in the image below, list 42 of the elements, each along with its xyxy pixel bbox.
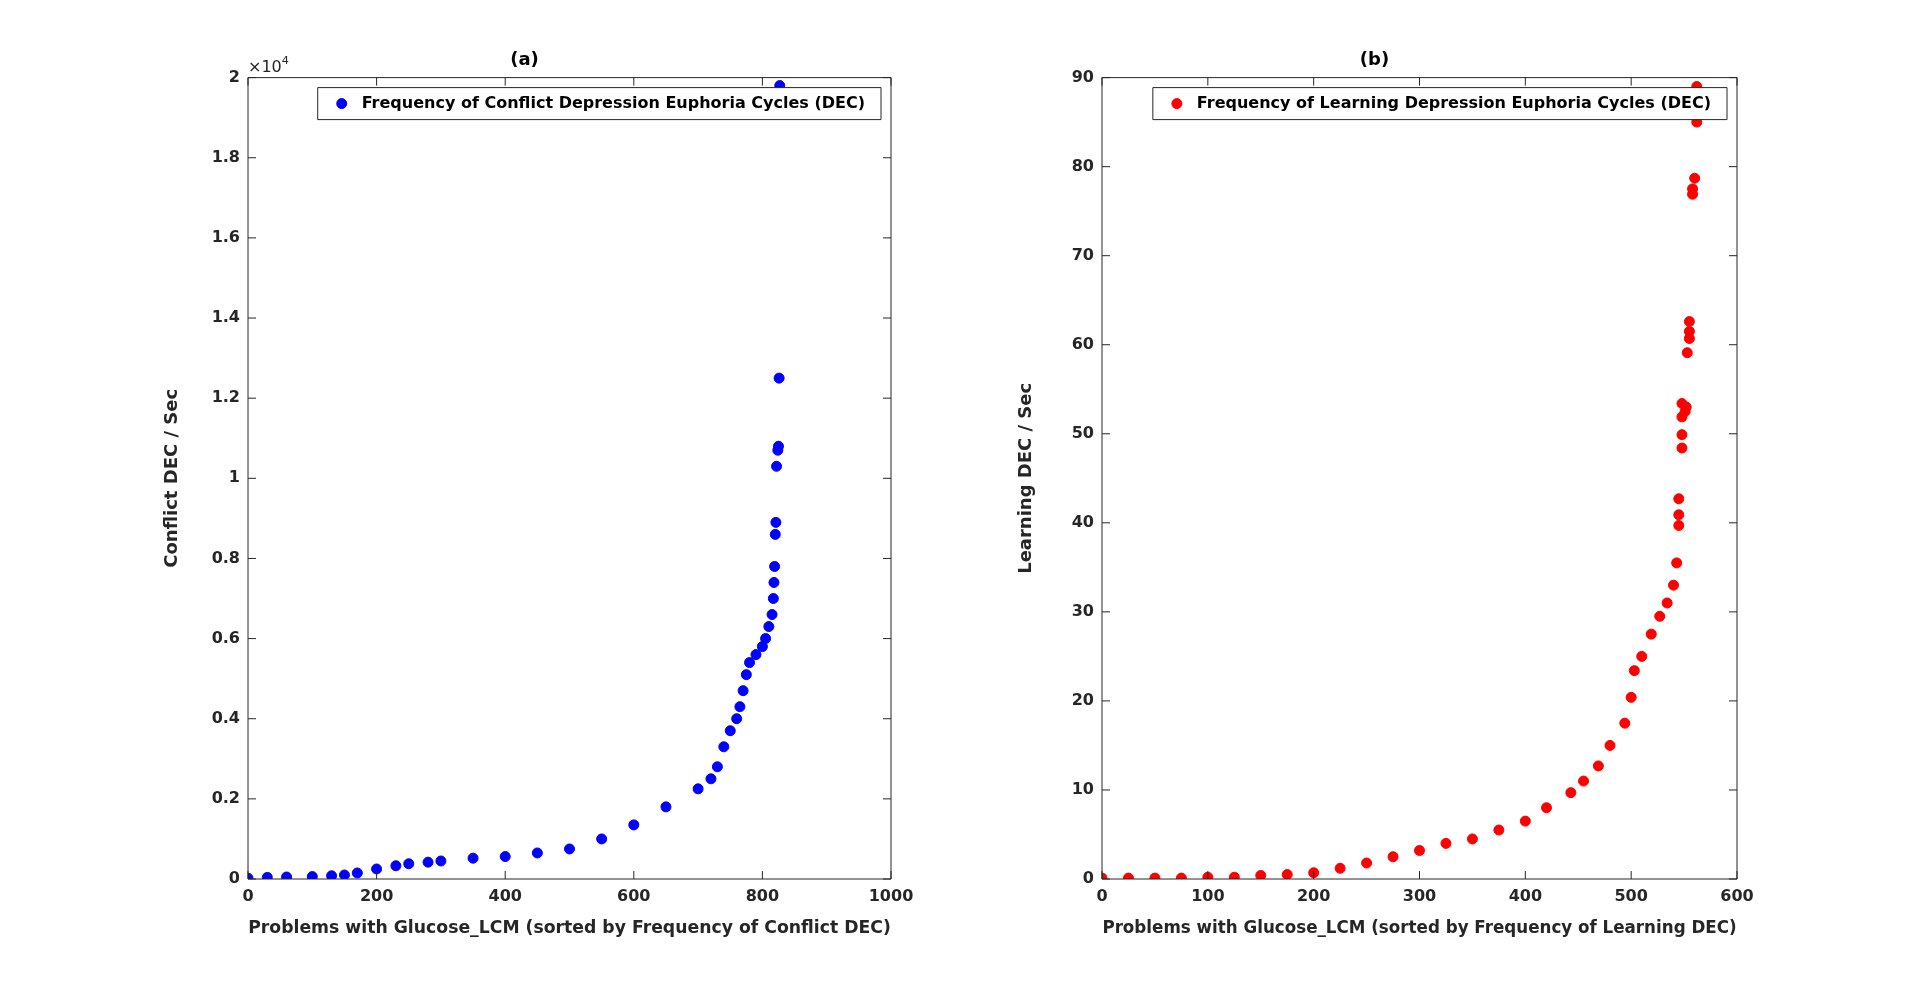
legend-label: Frequency of Learning Depression Euphoria Cycles (DEC) <box>1196 92 1711 112</box>
y-tick-label: 50 <box>1071 422 1094 442</box>
y-tick-label: 20 <box>1071 690 1094 710</box>
x-tick-label: 800 <box>745 885 780 905</box>
y-tick-label: 60 <box>1071 333 1094 353</box>
y-tick-label: 80 <box>1071 155 1094 175</box>
x-tick-label: 600 <box>617 885 651 905</box>
x-tick-label: 300 <box>1402 885 1437 905</box>
y-tick-label: 1 <box>228 467 240 487</box>
chart-title: (a) <box>510 48 539 70</box>
y-tick-label: 1.8 <box>211 146 240 166</box>
y-tick-label: 90 <box>1071 66 1094 86</box>
x-tick-label: 400 <box>488 885 522 905</box>
y-tick-label: 1.6 <box>211 227 240 247</box>
chart-title: (b) <box>1359 48 1390 70</box>
x-tick-label: 0 <box>242 885 254 905</box>
y-tick-label: 0.4 <box>211 707 240 727</box>
y-tick-label: 30 <box>1071 601 1094 621</box>
x-tick-label: 200 <box>1296 885 1331 905</box>
x-tick-label: 400 <box>1508 885 1543 905</box>
x-tick-label: 100 <box>1191 885 1225 905</box>
x-tick-label: 1000 <box>868 885 914 905</box>
y-tick-label: 2 <box>228 66 240 86</box>
y-axis-title: Conflict DEC / Sec <box>160 388 182 568</box>
x-tick-label: 500 <box>1614 885 1648 905</box>
y-tick-label: 0 <box>1082 868 1094 888</box>
y-tick-label: 0.2 <box>211 788 240 808</box>
y-tick-label: 1.2 <box>211 387 240 407</box>
y-tick-label: 10 <box>1071 779 1094 799</box>
x-axis-title: Problems with Glucose_LCM (sorted by Frequency of Learning DEC) <box>1102 916 1737 938</box>
y-tick-label: 0.6 <box>211 627 240 647</box>
y-tick-label: 70 <box>1071 244 1094 264</box>
x-tick-label: 600 <box>1720 885 1754 905</box>
y-tick-label: 1.4 <box>211 307 240 327</box>
y-axis-title: Learning DEC / Sec <box>1014 382 1036 574</box>
y-tick-label: 40 <box>1071 511 1094 531</box>
x-tick-label: 0 <box>1096 885 1108 905</box>
x-axis-title: Problems with Glucose_LCM (sorted by Frequency of Conflict DEC) <box>248 916 891 937</box>
legend-label: Frequency of Conflict Depression Euphoria Cycles (DEC) <box>361 92 866 112</box>
y-tick-label: 0 <box>228 868 240 888</box>
y-tick-label: 0.8 <box>211 547 240 567</box>
x-tick-label: 200 <box>359 885 394 905</box>
